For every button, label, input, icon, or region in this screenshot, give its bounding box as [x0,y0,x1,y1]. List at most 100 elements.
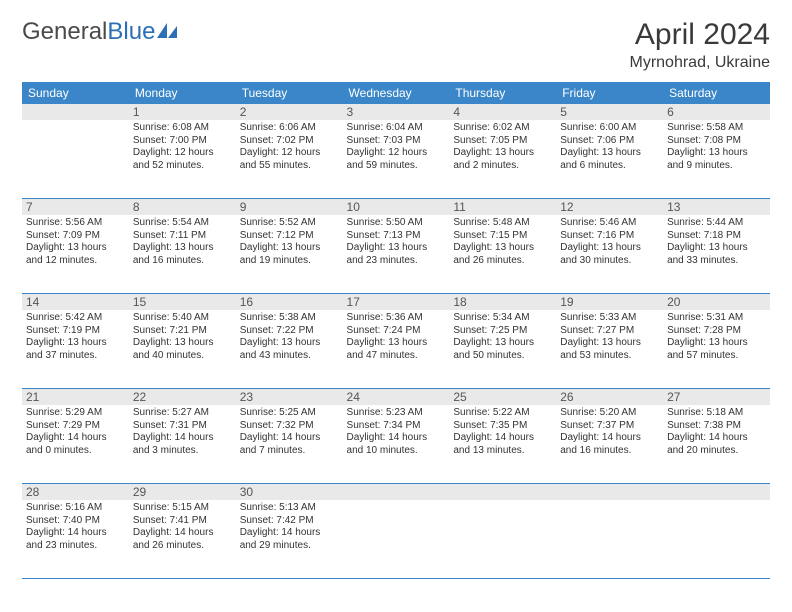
day-number: 6 [663,104,770,120]
daylight2-text: and 59 minutes. [347,160,446,173]
daylight1-text: Daylight: 14 hours [133,432,232,445]
calendar-cell [22,104,129,199]
calendar-cell: 9Sunrise: 5:52 AMSunset: 7:12 PMDaylight… [236,199,343,294]
day-number [449,484,556,500]
calendar-cell: 2Sunrise: 6:06 AMSunset: 7:02 PMDaylight… [236,104,343,199]
sunrise-text: Sunrise: 5:18 AM [667,407,766,420]
day-number: 23 [236,389,343,405]
logo: GeneralBlue [22,18,179,46]
sunrise-text: Sunrise: 5:56 AM [26,217,125,230]
sunrise-text: Sunrise: 5:58 AM [667,122,766,135]
daylight1-text: Daylight: 13 hours [347,242,446,255]
cell-content [556,500,663,578]
daylight1-text: Daylight: 13 hours [26,337,125,350]
sunrise-text: Sunrise: 5:48 AM [453,217,552,230]
calendar-row: 14Sunrise: 5:42 AMSunset: 7:19 PMDayligh… [22,294,770,389]
day-number: 17 [343,294,450,310]
sunset-text: Sunset: 7:24 PM [347,325,446,338]
daylight1-text: Daylight: 14 hours [240,527,339,540]
day-number [343,484,450,500]
calendar-cell: 10Sunrise: 5:50 AMSunset: 7:13 PMDayligh… [343,199,450,294]
cell-content: Sunrise: 5:27 AMSunset: 7:31 PMDaylight:… [129,405,236,483]
sunset-text: Sunset: 7:27 PM [560,325,659,338]
cell-content: Sunrise: 5:29 AMSunset: 7:29 PMDaylight:… [22,405,129,483]
cell-content: Sunrise: 6:00 AMSunset: 7:06 PMDaylight:… [556,120,663,198]
day-number: 18 [449,294,556,310]
sunrise-text: Sunrise: 5:40 AM [133,312,232,325]
cell-content: Sunrise: 5:16 AMSunset: 7:40 PMDaylight:… [22,500,129,578]
cell-content: Sunrise: 5:18 AMSunset: 7:38 PMDaylight:… [663,405,770,483]
calendar-row: 28Sunrise: 5:16 AMSunset: 7:40 PMDayligh… [22,484,770,579]
day-number: 2 [236,104,343,120]
calendar-row: 1Sunrise: 6:08 AMSunset: 7:00 PMDaylight… [22,104,770,199]
daylight2-text: and 26 minutes. [133,540,232,553]
sunrise-text: Sunrise: 5:16 AM [26,502,125,515]
daylight1-text: Daylight: 14 hours [26,527,125,540]
calendar-cell: 20Sunrise: 5:31 AMSunset: 7:28 PMDayligh… [663,294,770,389]
calendar-cell: 6Sunrise: 5:58 AMSunset: 7:08 PMDaylight… [663,104,770,199]
daylight2-text: and 13 minutes. [453,445,552,458]
daylight1-text: Daylight: 13 hours [453,242,552,255]
daylight1-text: Daylight: 13 hours [560,337,659,350]
day-number: 7 [22,199,129,215]
sunset-text: Sunset: 7:40 PM [26,515,125,528]
cell-content: Sunrise: 5:34 AMSunset: 7:25 PMDaylight:… [449,310,556,388]
daylight2-text: and 0 minutes. [26,445,125,458]
daylight1-text: Daylight: 13 hours [560,147,659,160]
page-header: GeneralBlue April 2024 Myrnohrad, Ukrain… [22,18,770,72]
cell-content [663,500,770,578]
cell-content: Sunrise: 5:36 AMSunset: 7:24 PMDaylight:… [343,310,450,388]
sunrise-text: Sunrise: 5:29 AM [26,407,125,420]
daylight2-text: and 19 minutes. [240,255,339,268]
sunset-text: Sunset: 7:02 PM [240,135,339,148]
daylight2-text: and 16 minutes. [560,445,659,458]
sunrise-text: Sunrise: 5:46 AM [560,217,659,230]
sunrise-text: Sunrise: 5:23 AM [347,407,446,420]
daylight2-text: and 40 minutes. [133,350,232,363]
sunset-text: Sunset: 7:41 PM [133,515,232,528]
weekday-header-row: SundayMondayTuesdayWednesdayThursdayFrid… [22,82,770,104]
cell-content: Sunrise: 6:04 AMSunset: 7:03 PMDaylight:… [343,120,450,198]
daylight1-text: Daylight: 14 hours [26,432,125,445]
cell-content: Sunrise: 5:15 AMSunset: 7:41 PMDaylight:… [129,500,236,578]
sunrise-text: Sunrise: 5:50 AM [347,217,446,230]
sunrise-text: Sunrise: 5:27 AM [133,407,232,420]
daylight2-text: and 16 minutes. [133,255,232,268]
daylight2-text: and 53 minutes. [560,350,659,363]
day-number: 16 [236,294,343,310]
sunset-text: Sunset: 7:29 PM [26,420,125,433]
sunrise-text: Sunrise: 5:54 AM [133,217,232,230]
daylight1-text: Daylight: 12 hours [240,147,339,160]
daylight1-text: Daylight: 13 hours [667,337,766,350]
day-number: 14 [22,294,129,310]
day-number: 22 [129,389,236,405]
calendar-cell: 26Sunrise: 5:20 AMSunset: 7:37 PMDayligh… [556,389,663,484]
daylight2-text: and 29 minutes. [240,540,339,553]
daylight2-text: and 23 minutes. [26,540,125,553]
day-number: 11 [449,199,556,215]
sunset-text: Sunset: 7:15 PM [453,230,552,243]
sunset-text: Sunset: 7:28 PM [667,325,766,338]
daylight1-text: Daylight: 13 hours [453,337,552,350]
calendar-cell: 13Sunrise: 5:44 AMSunset: 7:18 PMDayligh… [663,199,770,294]
day-number: 8 [129,199,236,215]
cell-content: Sunrise: 5:42 AMSunset: 7:19 PMDaylight:… [22,310,129,388]
calendar-cell: 1Sunrise: 6:08 AMSunset: 7:00 PMDaylight… [129,104,236,199]
sunrise-text: Sunrise: 5:36 AM [347,312,446,325]
sunset-text: Sunset: 7:09 PM [26,230,125,243]
calendar-table: SundayMondayTuesdayWednesdayThursdayFrid… [22,82,770,579]
sunrise-text: Sunrise: 5:42 AM [26,312,125,325]
daylight1-text: Daylight: 12 hours [133,147,232,160]
cell-content [343,500,450,578]
calendar-cell: 7Sunrise: 5:56 AMSunset: 7:09 PMDaylight… [22,199,129,294]
day-number [556,484,663,500]
weekday-header: Monday [129,82,236,104]
weekday-header: Tuesday [236,82,343,104]
cell-content: Sunrise: 5:38 AMSunset: 7:22 PMDaylight:… [236,310,343,388]
day-number: 5 [556,104,663,120]
daylight1-text: Daylight: 14 hours [667,432,766,445]
calendar-cell: 8Sunrise: 5:54 AMSunset: 7:11 PMDaylight… [129,199,236,294]
daylight1-text: Daylight: 14 hours [133,527,232,540]
sunrise-text: Sunrise: 5:20 AM [560,407,659,420]
calendar-cell [556,484,663,579]
